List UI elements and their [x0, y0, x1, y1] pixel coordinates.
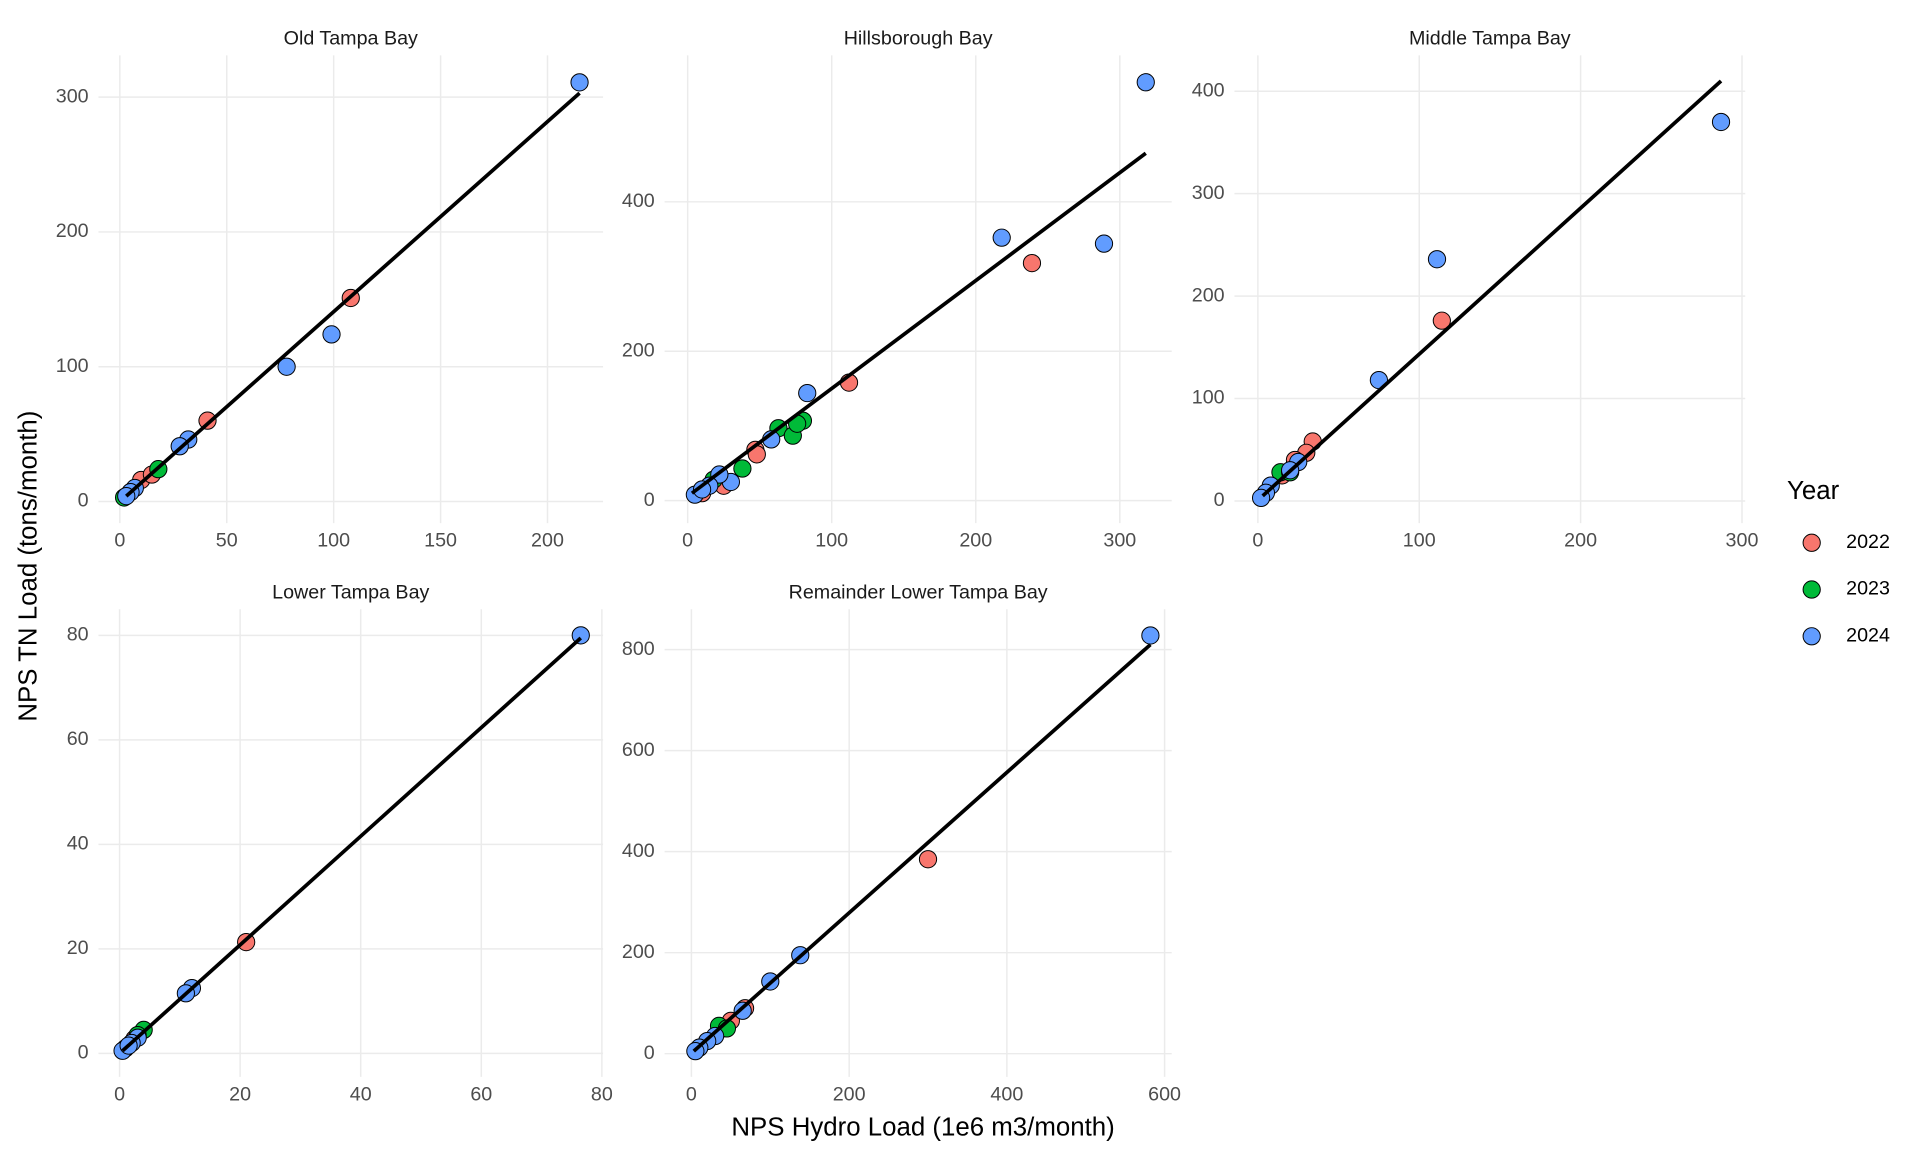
fit-line	[690, 151, 1147, 495]
legend-title: Year	[1787, 477, 1840, 505]
x-tick-label: 600	[1148, 1084, 1181, 1106]
x-tick-label: 0	[682, 530, 693, 552]
point	[992, 228, 1011, 247]
x-tick-label: 40	[350, 1084, 372, 1106]
point	[733, 1001, 752, 1020]
legend-label: 2024	[1846, 625, 1890, 647]
x-tick-label: 300	[1103, 530, 1136, 552]
y-tick-label: 0	[1214, 489, 1225, 511]
fit-line	[125, 91, 581, 498]
y-tick-label: 600	[622, 739, 655, 761]
y-tick-label: 400	[622, 190, 655, 212]
x-tick-label: 0	[114, 530, 125, 552]
y-tick-label: 800	[622, 638, 655, 660]
y-tick-label: 200	[622, 339, 655, 361]
point	[1427, 250, 1447, 269]
strip-title: Lower Tampa Bay	[272, 581, 429, 603]
y-tick-label: 60	[67, 728, 89, 750]
x-tick-label: 150	[424, 530, 457, 552]
legend-swatch	[1802, 627, 1821, 646]
fit-line	[692, 643, 1152, 1053]
y-tick-label: 200	[56, 220, 89, 242]
x-tick-label: 100	[317, 530, 350, 552]
x-tick-label: 0	[686, 1084, 697, 1106]
x-tick-label: 400	[990, 1084, 1023, 1106]
y-axis-title: NPS TN Load (tons/month)	[14, 411, 42, 722]
legend-label: 2022	[1846, 531, 1890, 553]
fit-line	[121, 636, 583, 1053]
strip-title: Hillsborough Bay	[844, 28, 993, 50]
y-tick-label: 0	[78, 490, 89, 512]
y-tick-label: 400	[1192, 79, 1225, 101]
point	[798, 383, 817, 403]
y-tick-label: 100	[1192, 387, 1225, 409]
point	[570, 73, 589, 92]
point	[918, 850, 938, 869]
y-tick-label: 20	[67, 937, 89, 959]
y-tick-label: 0	[78, 1042, 89, 1064]
x-axis-title: NPS Hydro Load (1e6 m3/month)	[731, 1113, 1114, 1141]
x-tick-label: 300	[1726, 530, 1759, 552]
point	[692, 480, 712, 499]
legend-label: 2023	[1846, 578, 1890, 600]
x-tick-label: 50	[216, 530, 238, 552]
y-tick-label: 0	[644, 1042, 655, 1064]
y-tick-label: 200	[1192, 284, 1225, 306]
x-tick-label: 0	[1252, 530, 1263, 552]
point	[1022, 253, 1042, 273]
point	[1094, 234, 1114, 253]
x-tick-label: 0	[114, 1084, 125, 1106]
y-tick-label: 300	[56, 85, 89, 107]
x-tick-label: 80	[591, 1084, 613, 1106]
x-tick-label: 100	[815, 530, 848, 552]
point	[1711, 112, 1731, 132]
y-tick-label: 400	[622, 840, 655, 862]
y-tick-label: 300	[1192, 182, 1225, 204]
legend-swatch	[1802, 580, 1821, 599]
x-tick-label: 200	[833, 1084, 866, 1106]
point	[1432, 311, 1451, 330]
legend-swatch	[1802, 533, 1821, 552]
x-tick-label: 200	[1564, 530, 1597, 552]
point	[733, 459, 752, 478]
y-tick-label: 100	[56, 355, 89, 377]
strip-title: Remainder Lower Tampa Bay	[789, 581, 1048, 603]
y-tick-label: 40	[67, 833, 89, 855]
x-tick-label: 200	[959, 530, 992, 552]
strip-title: Old Tampa Bay	[284, 28, 418, 50]
point	[1136, 73, 1155, 92]
y-tick-label: 80	[67, 624, 89, 646]
point	[322, 325, 341, 344]
x-tick-label: 60	[470, 1084, 492, 1106]
strip-title: Middle Tampa Bay	[1409, 28, 1571, 50]
point	[198, 411, 217, 430]
x-tick-label: 20	[229, 1084, 251, 1106]
y-tick-label: 0	[644, 489, 655, 511]
point	[277, 357, 296, 376]
point	[1141, 626, 1160, 645]
x-tick-label: 200	[531, 530, 564, 552]
y-tick-label: 200	[622, 941, 655, 963]
fit-line	[1261, 79, 1723, 498]
x-tick-label: 100	[1403, 530, 1436, 552]
